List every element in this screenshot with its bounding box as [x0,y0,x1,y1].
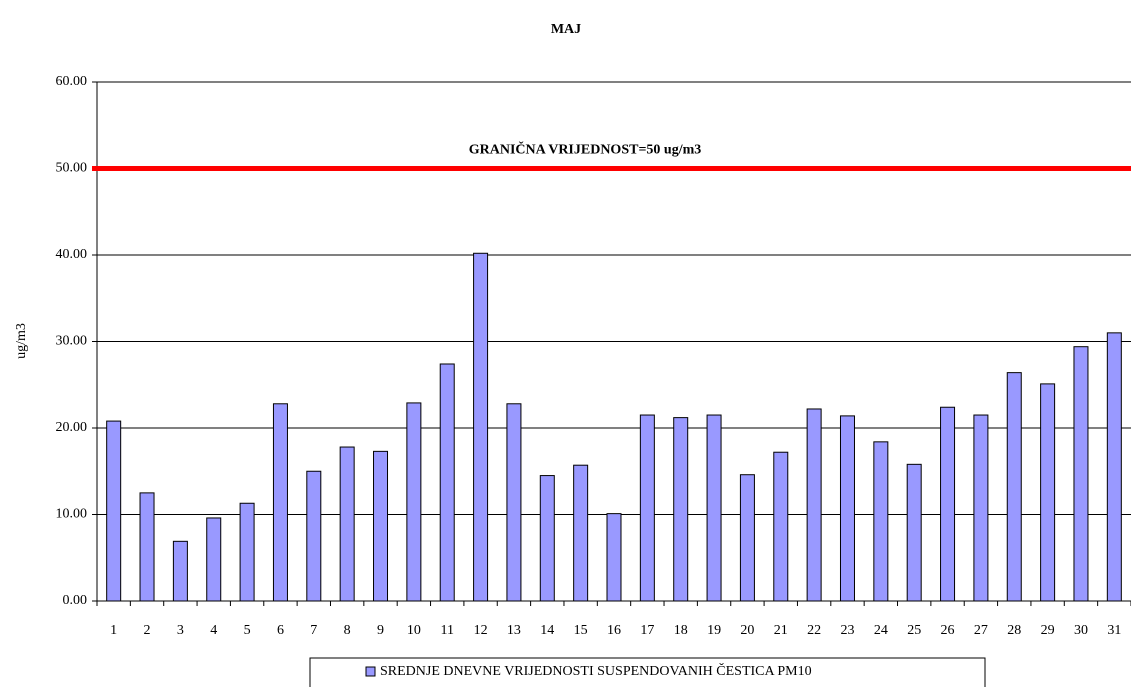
legend-box [309,657,986,687]
x-tick-label: 5 [244,623,251,638]
bar [573,464,589,602]
x-tick-label: 2 [144,623,151,638]
bar [940,406,956,602]
x-tick-label: 29 [1041,623,1055,638]
x-tick-label: 23 [840,623,854,638]
x-tick-label: 22 [807,623,821,638]
x-tick-label: 20 [740,623,754,638]
x-tick-label: 19 [707,623,721,638]
x-tick-label: 12 [474,623,488,638]
x-tick-label: 17 [640,623,654,638]
bar [272,403,288,602]
bar [439,363,455,602]
bar [206,517,222,602]
bar [739,474,755,602]
bar [172,540,188,602]
x-tick-label: 14 [540,623,554,638]
x-tick-label: 27 [974,623,988,638]
y-tick-label: 50.00 [56,161,88,176]
bar [106,420,122,602]
bar [806,408,822,602]
x-tick-label: 3 [177,623,184,638]
x-tick-label: 15 [574,623,588,638]
bar [1006,372,1022,602]
x-tick-label: 24 [874,623,888,638]
bar [473,252,489,602]
x-tick-label: 1 [110,623,117,638]
legend-swatch [365,666,376,677]
threshold-label: GRANIČNA VRIJEDNOST=50 ug/m3 [469,141,702,158]
chart-title: MAJ [551,22,581,37]
bar [906,463,922,602]
x-tick-label: 26 [941,623,955,638]
x-tick-label: 21 [774,623,788,638]
bar [539,475,555,602]
bar [1106,332,1122,602]
y-tick-label: 10.00 [56,507,88,522]
y-tick-label: 30.00 [56,334,88,349]
bar [839,415,855,602]
x-tick-label: 18 [674,623,688,638]
bar [139,492,155,602]
bar [339,446,355,602]
x-tick-label: 6 [277,623,284,638]
y-tick-label: 40.00 [56,247,88,262]
bar [373,450,389,602]
bar [406,402,422,602]
legend-label: SREDNJE DNEVNE VRIJEDNOSTI SUSPENDOVANIH… [380,662,812,679]
x-tick-label: 10 [407,623,421,638]
x-tick-label: 7 [310,623,317,638]
bar [773,451,789,602]
bar [1073,346,1089,602]
bar [639,414,655,602]
x-tick-label: 13 [507,623,521,638]
y-axis-label: ug/m3 [14,323,29,359]
x-tick-label: 11 [440,623,453,638]
bar [673,417,689,602]
y-tick-label: 60.00 [56,74,88,89]
bar [873,441,889,602]
x-tick-label: 30 [1074,623,1088,638]
bar [306,470,322,602]
bar [973,414,989,602]
x-tick-label: 4 [210,623,217,638]
x-tick-label: 16 [607,623,621,638]
bar [239,502,255,602]
x-tick-label: 25 [907,623,921,638]
bar [606,513,622,602]
x-tick-label: 8 [344,623,351,638]
y-tick-label: 0.00 [63,593,88,608]
bar [706,414,722,602]
x-tick-label: 9 [377,623,384,638]
x-tick-label: 31 [1107,623,1121,638]
bar [506,403,522,602]
bar [1040,383,1056,602]
y-tick-label: 20.00 [56,420,88,435]
x-tick-label: 28 [1007,623,1021,638]
